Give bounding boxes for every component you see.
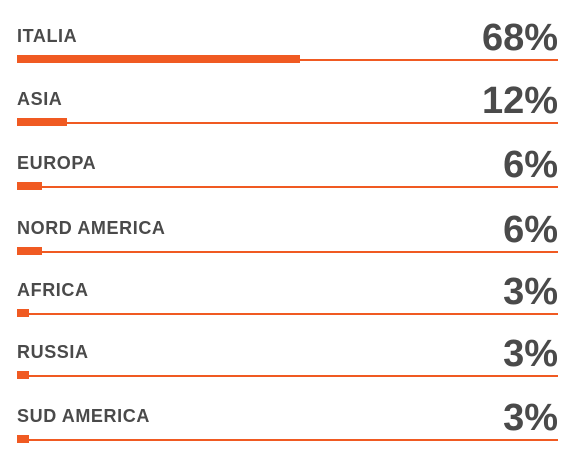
value-label: 3% (503, 271, 558, 313)
bar (17, 435, 29, 443)
category-label: SUD AMERICA (17, 406, 150, 426)
bar (17, 55, 300, 63)
bar (17, 309, 29, 317)
bar-track (17, 309, 558, 317)
bar-row: AFRICA 3% (17, 251, 558, 317)
bar-track (17, 247, 558, 255)
bar-track (17, 435, 558, 443)
bar-row: RUSSIA 3% (17, 313, 558, 379)
value-label: 68% (481, 17, 558, 59)
category-label: EUROPA (17, 153, 97, 173)
bar-track (17, 55, 558, 63)
category-label: NORD AMERICA (17, 218, 166, 238)
bar-track (17, 371, 558, 379)
bar (17, 118, 67, 126)
bar-row: ASIA 12% (17, 60, 558, 126)
bar (17, 182, 42, 190)
bar-row: ITALIA 68% (17, 0, 558, 63)
category-label: AFRICA (17, 280, 89, 300)
bar-row: SUD AMERICA 3% (17, 377, 558, 443)
bar-track (17, 182, 558, 190)
bar-row: EUROPA 6% (17, 124, 558, 190)
bar-row: NORD AMERICA 6% (17, 189, 558, 255)
bar (17, 371, 29, 379)
value-label: 6% (503, 144, 558, 186)
value-label: 12% (481, 80, 558, 122)
category-label: ASIA (17, 89, 63, 109)
bar (17, 247, 42, 255)
value-label: 3% (503, 397, 558, 439)
bar-track (17, 118, 558, 126)
category-label: RUSSIA (17, 342, 89, 362)
category-label: ITALIA (17, 26, 78, 46)
value-label: 6% (503, 209, 558, 251)
value-label: 3% (503, 333, 558, 375)
